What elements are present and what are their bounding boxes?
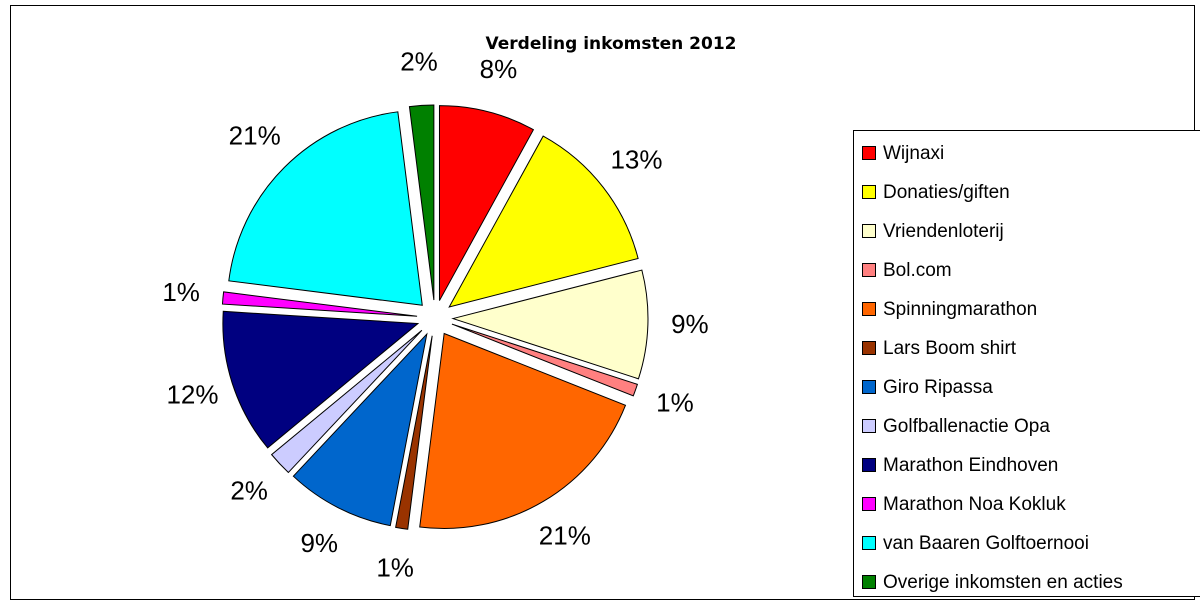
legend-swatch <box>862 458 876 472</box>
pie-slice <box>292 332 428 527</box>
pie-slice <box>408 104 435 301</box>
legend-label: Marathon Noa Kokluk <box>883 494 1066 515</box>
legend-swatch <box>862 302 876 316</box>
data-label: 9% <box>300 528 338 558</box>
legend-label: Bol.com <box>883 260 952 281</box>
pie-slice <box>270 329 423 474</box>
data-label: 2% <box>400 46 438 76</box>
pie-slice <box>419 332 627 529</box>
legend-swatch <box>862 536 876 550</box>
legend-label: Wijnaxi <box>883 143 944 164</box>
legend-swatch <box>862 575 876 589</box>
data-label: 1% <box>656 387 694 417</box>
legend-box <box>853 130 1200 597</box>
data-label: 13% <box>610 145 662 175</box>
data-label: 21% <box>539 520 591 550</box>
data-label: 21% <box>229 121 281 151</box>
chart-title: Verdeling inkomsten 2012 <box>486 34 737 54</box>
pie-slice <box>395 335 433 530</box>
legend-swatch <box>862 497 876 511</box>
legend-label: Donaties/giften <box>883 182 1010 203</box>
legend-label: Lars Boom shirt <box>883 338 1017 359</box>
data-label: 9% <box>671 309 709 339</box>
legend-swatch <box>862 380 876 394</box>
pie-slice <box>221 291 418 317</box>
pie-slice <box>228 111 423 306</box>
legend-label: van Baaren Golftoernooi <box>883 533 1089 554</box>
data-label: 12% <box>166 380 218 410</box>
legend-swatch <box>862 185 876 199</box>
data-label: 1% <box>162 277 200 307</box>
legend-label: Overige inkomsten en acties <box>883 572 1123 593</box>
legend-label: Golfballenactie Opa <box>883 416 1050 437</box>
pie-slice <box>438 105 535 301</box>
legend-label: Giro Ripassa <box>883 377 993 398</box>
data-label: 1% <box>376 553 414 583</box>
legend-label: Spinningmarathon <box>883 299 1037 320</box>
pie-slice <box>222 310 420 449</box>
legend-swatch <box>862 341 876 355</box>
pie-slice <box>451 269 649 380</box>
pie-slice <box>448 135 639 308</box>
legend-swatch <box>862 263 876 277</box>
data-label: 8% <box>480 54 518 84</box>
data-label: 2% <box>230 475 268 505</box>
pie-slice <box>451 323 639 397</box>
legend-swatch <box>862 146 876 160</box>
legend-swatch <box>862 419 876 433</box>
legend-swatch <box>862 224 876 238</box>
legend-label: Marathon Eindhoven <box>883 455 1058 476</box>
legend-label: Vriendenloterij <box>883 221 1004 242</box>
